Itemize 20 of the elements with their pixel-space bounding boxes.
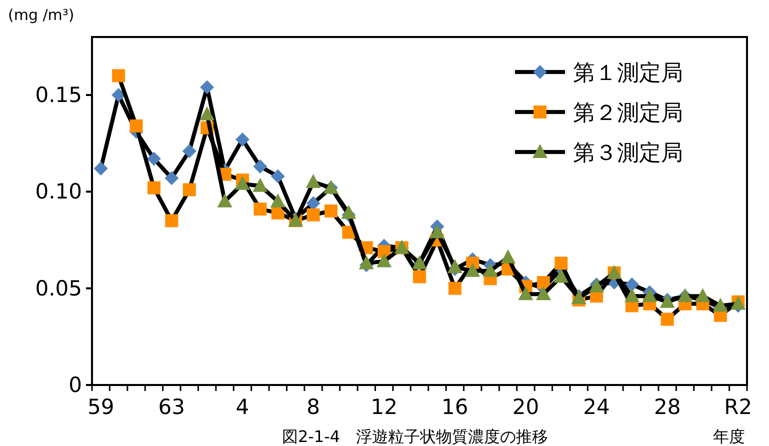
x-tick-label: 16 [442,395,468,419]
x-tick-label: 28 [654,395,681,419]
x-tick-label: 12 [370,395,398,419]
x-tick-label: 59 [87,395,114,419]
x-tick-label: 4 [236,395,250,419]
legend-label: 第３測定局 [573,141,683,166]
legend-label: 第１測定局 [573,61,683,86]
x-axis-title: 年度 [713,427,745,446]
caption: 図2-1-4 浮遊粒子状物質濃度の推移 [282,427,548,446]
y-tick-label: 0.05 [35,276,82,300]
x-tick-label: 8 [306,395,320,419]
x-tick-label: 24 [583,395,610,419]
y-tick-label: 0.10 [35,180,82,204]
y-tick-label: 0 [68,373,82,397]
legend-label: 第２測定局 [573,101,683,126]
x-tick-label: R2 [724,395,752,419]
y-tick-label: 0.15 [35,83,82,107]
x-tick-label: 63 [158,395,186,419]
y-axis-title: (mg /m³) [8,6,74,24]
x-tick-label: 20 [512,395,540,419]
